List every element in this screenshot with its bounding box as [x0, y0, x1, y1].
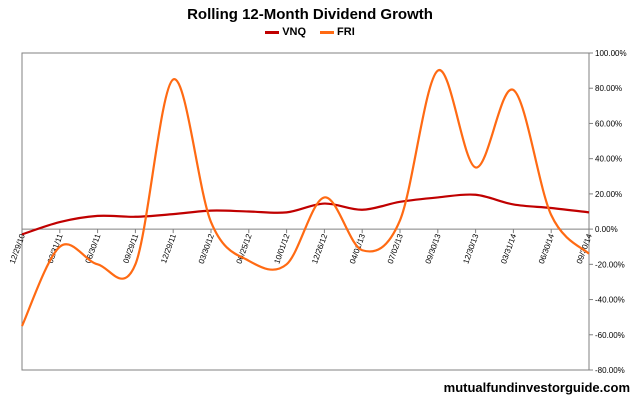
y-tick-label: 0.00%	[595, 225, 618, 234]
y-tick-label: 40.00%	[595, 155, 622, 164]
x-tick-label: 09/30/13	[424, 232, 443, 265]
x-tick-label: 12/29/10	[8, 232, 27, 265]
y-tick-label: 80.00%	[595, 84, 622, 93]
x-tick-label: 03/31/11	[46, 232, 65, 264]
x-tick-label: 06/25/12	[235, 232, 254, 265]
legend-swatch-fri	[320, 30, 335, 34]
y-tick-label: -60.00%	[595, 331, 625, 340]
x-tick-label: 09/30/14	[575, 232, 594, 265]
y-tick-label: 100.00%	[595, 49, 627, 58]
legend-swatch-vnq	[265, 30, 280, 34]
y-tick-label: -80.00%	[595, 366, 625, 375]
series-line-fri	[21, 69, 590, 327]
y-tick-label: 20.00%	[595, 190, 622, 199]
y-tick-label: 60.00%	[595, 119, 622, 128]
chart-legend: VNQ FRI	[0, 26, 620, 38]
legend-item-vnq: VNQ	[265, 26, 306, 38]
y-tick-label: -40.00%	[595, 296, 625, 305]
x-tick-label: 12/30/13	[461, 232, 480, 265]
legend-label-fri: FRI	[337, 26, 355, 38]
x-tick-label: 03/31/14	[499, 232, 518, 265]
y-tick-label: -20.00%	[595, 260, 625, 269]
x-tick-label: 07/02/13	[386, 232, 405, 265]
x-tick-label: 06/30/11	[84, 232, 103, 264]
source-credit: mutualfundinvestorguide.com	[443, 380, 630, 395]
legend-item-fri: FRI	[320, 26, 355, 38]
legend-label-vnq: VNQ	[282, 26, 307, 38]
series-line-vnq	[21, 193, 590, 236]
x-tick-label: 12/29/11	[159, 232, 178, 264]
chart-title: Rolling 12-Month Dividend Growth	[187, 6, 433, 23]
x-tick-label: 12/26/12	[310, 232, 329, 265]
x-tick-label: 03/30/12	[197, 232, 216, 265]
x-tick-label: 06/30/14	[537, 232, 556, 265]
